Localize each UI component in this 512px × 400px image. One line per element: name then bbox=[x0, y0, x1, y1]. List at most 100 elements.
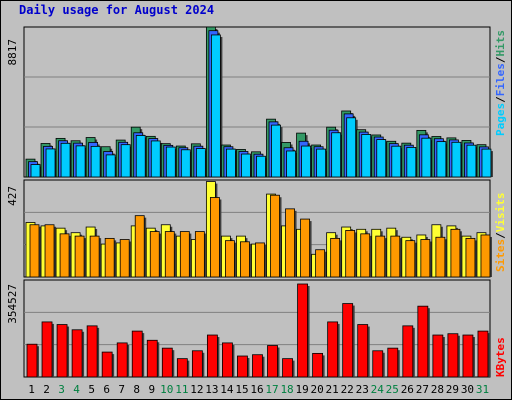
x-label-22: 22 bbox=[341, 383, 354, 396]
bar-pages-20 bbox=[316, 148, 327, 178]
bar-kbytes-20 bbox=[312, 352, 324, 378]
bar-sites-7 bbox=[119, 239, 130, 278]
x-label-17: 17 bbox=[265, 383, 278, 396]
x-label-9: 9 bbox=[148, 383, 155, 396]
bar-sites-20 bbox=[315, 249, 326, 278]
bar-pages-8 bbox=[135, 135, 146, 178]
middle-legend-separator: / bbox=[494, 232, 507, 239]
top-legend-files: Files bbox=[494, 63, 507, 96]
bar-pages-1 bbox=[30, 164, 41, 178]
bar-sites-12 bbox=[194, 231, 205, 278]
bar-pages-12 bbox=[195, 148, 206, 178]
bar-sites-15 bbox=[240, 241, 250, 278]
bar-sites-6 bbox=[104, 237, 115, 278]
bottom-legend-kbytes: KBytes bbox=[494, 337, 507, 377]
bar-kbytes-6 bbox=[101, 351, 113, 378]
bar-sites-22 bbox=[345, 230, 356, 278]
x-label-18: 18 bbox=[280, 383, 293, 396]
x-label-15: 15 bbox=[235, 383, 248, 396]
x-label-29: 29 bbox=[446, 383, 459, 396]
bar-sites-14 bbox=[225, 240, 235, 278]
bar-pages-7 bbox=[120, 144, 131, 178]
bar-kbytes-24 bbox=[372, 350, 384, 378]
bar-sites-10 bbox=[164, 231, 175, 278]
bar-sites-2 bbox=[44, 224, 55, 278]
x-label-26: 26 bbox=[401, 383, 414, 396]
bar-pages-10 bbox=[165, 146, 176, 178]
bar-kbytes-10 bbox=[161, 347, 173, 378]
bar-pages-21 bbox=[331, 132, 342, 178]
bar-pages-6 bbox=[105, 154, 116, 178]
bar-kbytes-2 bbox=[41, 321, 53, 378]
middle-legend: Sites/Visits bbox=[494, 193, 507, 273]
bar-pages-5 bbox=[90, 145, 101, 178]
bar-pages-31 bbox=[481, 148, 492, 178]
bar-pages-9 bbox=[150, 140, 161, 178]
x-axis-labels: 1 2 3 4 5 6 7 8 9 10 11 12 13 14 15 16 17 18 19 20 21 22 23 24 2… bbox=[28, 383, 489, 396]
x-label-31: 31 bbox=[476, 383, 489, 396]
middle-panel-ymax-label: 427 bbox=[6, 186, 19, 206]
x-label-27: 27 bbox=[416, 383, 429, 396]
x-label-23: 23 bbox=[356, 383, 369, 396]
bar-sites-30 bbox=[465, 237, 476, 278]
x-label-3: 3 bbox=[58, 383, 65, 396]
bar-kbytes-21 bbox=[327, 321, 339, 378]
x-label-11: 11 bbox=[175, 383, 188, 396]
bar-pages-2 bbox=[45, 148, 56, 178]
x-label-14: 14 bbox=[220, 383, 234, 396]
x-label-8: 8 bbox=[133, 383, 140, 396]
bar-kbytes-29 bbox=[447, 333, 459, 378]
bar-pages-24 bbox=[376, 139, 387, 178]
bar-kbytes-23 bbox=[357, 324, 369, 378]
x-label-1: 1 bbox=[28, 383, 35, 396]
bar-sites-8 bbox=[134, 215, 145, 278]
bar-kbytes-11 bbox=[176, 358, 188, 378]
bar-kbytes-17 bbox=[267, 345, 278, 378]
x-label-5: 5 bbox=[88, 383, 95, 396]
top-legend-separator: / bbox=[494, 56, 507, 63]
x-label-2: 2 bbox=[43, 383, 50, 396]
bar-sites-5 bbox=[89, 235, 100, 278]
bar-sites-26 bbox=[405, 240, 416, 278]
bar-kbytes-14 bbox=[222, 342, 233, 378]
bar-kbytes-18 bbox=[282, 358, 293, 378]
bottom-panel-ymax-label: 354527 bbox=[6, 284, 19, 324]
x-label-10: 10 bbox=[160, 383, 173, 396]
bar-pages-26 bbox=[406, 146, 417, 178]
bar-sites-1 bbox=[29, 224, 40, 278]
bar-pages-16 bbox=[256, 155, 266, 178]
x-label-12: 12 bbox=[190, 383, 203, 396]
top-legend-separator: / bbox=[494, 96, 507, 103]
bar-kbytes-9 bbox=[146, 339, 158, 378]
bar-sites-13 bbox=[209, 197, 220, 278]
bar-kbytes-12 bbox=[191, 350, 203, 378]
bar-pages-28 bbox=[436, 141, 447, 178]
bar-kbytes-8 bbox=[131, 330, 143, 378]
bar-sites-23 bbox=[360, 233, 371, 278]
bar-sites-4 bbox=[74, 235, 85, 278]
bar-sites-16 bbox=[255, 242, 265, 278]
x-label-20: 20 bbox=[311, 383, 324, 396]
top-legend-pages: Pages bbox=[494, 103, 507, 136]
bar-kbytes-31 bbox=[477, 330, 489, 378]
x-label-25: 25 bbox=[386, 383, 399, 396]
bar-pages-25 bbox=[391, 145, 402, 178]
bar-pages-15 bbox=[241, 153, 251, 178]
bar-sites-18 bbox=[285, 208, 295, 278]
bar-sites-11 bbox=[179, 231, 190, 278]
hits-files-pages-panel: 8817 bbox=[6, 26, 493, 178]
bar-sites-21 bbox=[330, 237, 341, 278]
bar-kbytes-19 bbox=[297, 283, 308, 378]
kbytes-panel: 354527 bbox=[6, 279, 491, 378]
bar-kbytes-26 bbox=[402, 325, 414, 378]
bar-kbytes-22 bbox=[342, 303, 354, 378]
x-label-24: 24 bbox=[371, 383, 385, 396]
bar-pages-29 bbox=[451, 141, 462, 178]
x-label-6: 6 bbox=[103, 383, 110, 396]
bar-kbytes-15 bbox=[237, 355, 248, 378]
bar-pages-27 bbox=[421, 137, 432, 178]
bar-sites-28 bbox=[435, 236, 446, 278]
bar-pages-30 bbox=[466, 144, 477, 178]
bar-pages-13 bbox=[210, 34, 221, 178]
